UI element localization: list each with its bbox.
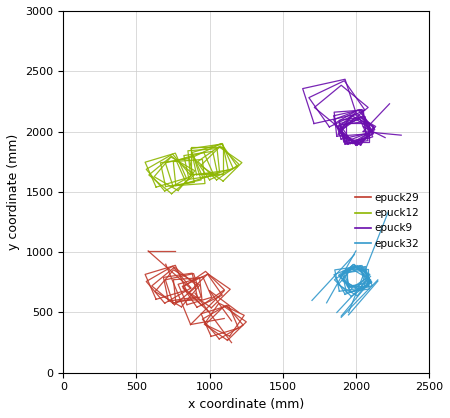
Y-axis label: y coordinate (mm): y coordinate (mm): [7, 134, 20, 250]
Legend: epuck29, epuck12, epuck9, epuck32: epuck29, epuck12, epuck9, epuck32: [351, 189, 424, 253]
X-axis label: x coordinate (mm): x coordinate (mm): [188, 398, 304, 411]
